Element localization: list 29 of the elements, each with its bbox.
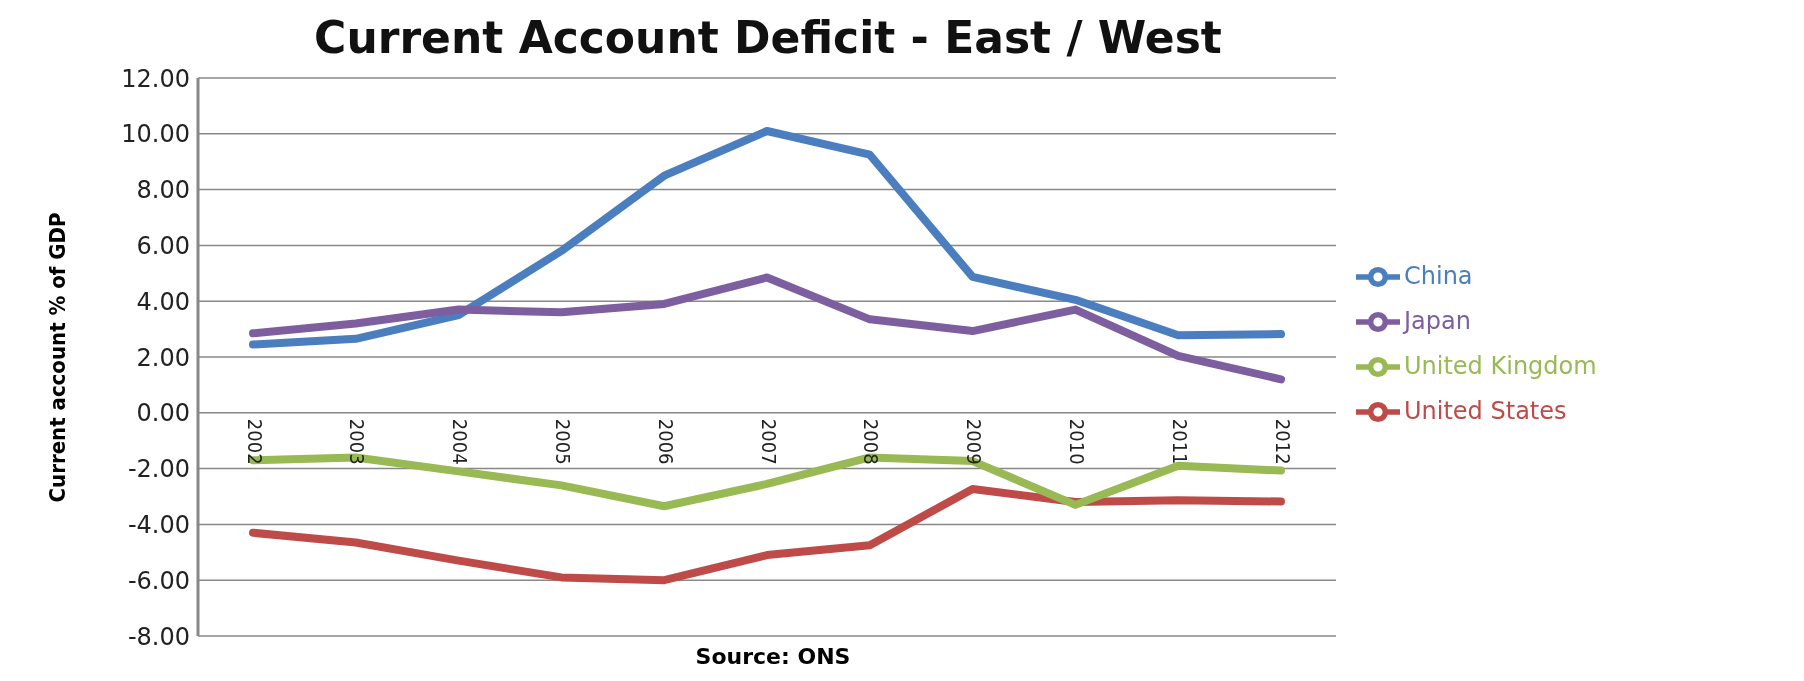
x-tick-label: 2004 [448, 418, 473, 465]
x-tick-label: 2002 [242, 418, 267, 465]
x-tick-label: 2007 [756, 418, 781, 465]
x-tick-label: 2010 [1064, 418, 1089, 465]
x-tick-label: 2005 [550, 418, 575, 465]
y-tick-label: -8.00 [127, 622, 190, 651]
source-note: Source: ONS [694, 644, 852, 669]
x-tick-label: 2011 [1167, 418, 1192, 465]
y-tick-label: 8.00 [136, 176, 190, 205]
x-tick-label: 2008 [859, 418, 884, 465]
y-tick-label: 0.00 [136, 399, 190, 428]
y-axis-title: Current account % of GDP [45, 212, 71, 502]
x-tick-label: 2012 [1270, 418, 1295, 465]
chart-title: Current Account Deficit - East / West [313, 12, 1223, 63]
legend-label: Japan [1404, 307, 1471, 335]
legend-label: China [1404, 262, 1473, 290]
legend-label: United Kingdom [1404, 352, 1597, 380]
legend-label: United States [1404, 397, 1567, 425]
y-tick-label: 10.00 [121, 120, 190, 149]
x-tick-label: 2003 [345, 418, 370, 465]
y-tick-label: -2.00 [127, 455, 190, 484]
y-tick-label: 12.00 [121, 64, 190, 93]
y-tick-label: 4.00 [136, 287, 190, 316]
y-tick-label: -4.00 [127, 510, 190, 539]
y-tick-label: -6.00 [127, 566, 190, 595]
x-tick-label: 2006 [653, 418, 678, 465]
x-tick-label: 2009 [962, 418, 987, 465]
y-tick-label: 2.00 [136, 343, 190, 372]
y-tick-label: 6.00 [136, 231, 190, 260]
